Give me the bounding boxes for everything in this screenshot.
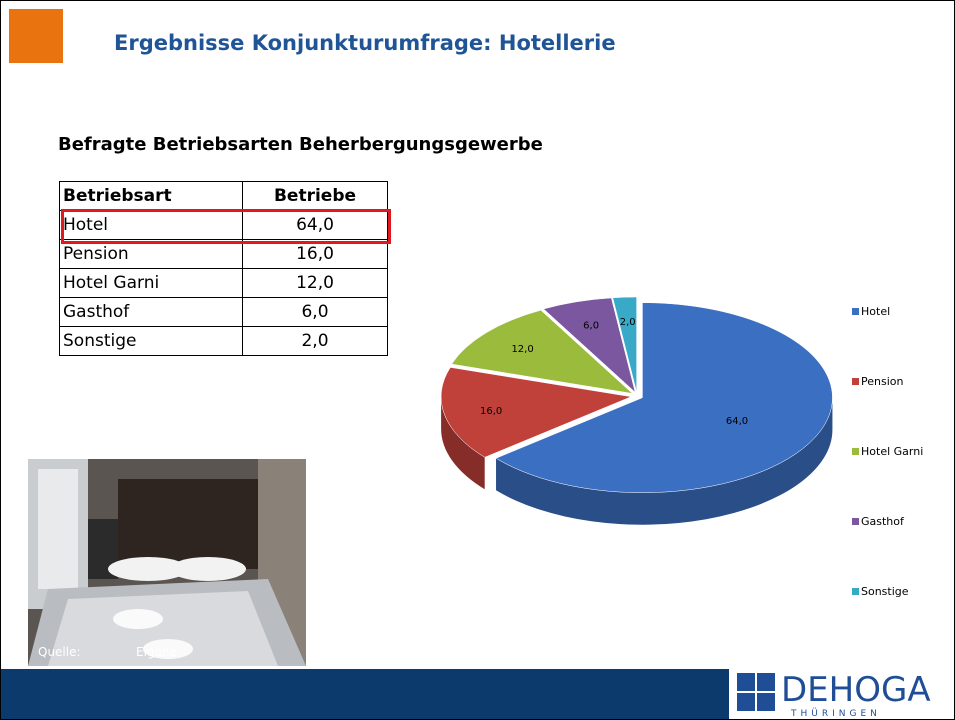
legend-label: Hotel xyxy=(861,305,890,318)
legend-swatch xyxy=(852,518,859,525)
legend-swatch xyxy=(852,588,859,595)
logo-region: THÜRINGEN xyxy=(790,708,881,719)
data-label: 12,0 xyxy=(511,344,533,355)
data-label: 2,0 xyxy=(620,317,636,328)
legend-swatch xyxy=(852,378,859,385)
legend-label: Hotel Garni xyxy=(861,445,923,458)
chart: 64,0 16,0 12,0 6,0 2,0 Hotel Pension Hotel Garn… xyxy=(1,1,954,669)
data-label: 16,0 xyxy=(480,406,502,417)
legend-label: Pension xyxy=(861,375,903,388)
data-label: 6,0 xyxy=(583,320,599,331)
legend-swatch xyxy=(852,308,859,315)
logo-name: DEHOGA xyxy=(781,670,931,710)
logo: DEHOGA THÜRINGEN xyxy=(729,669,954,719)
legend-label: Sonstige xyxy=(861,585,909,598)
legend-swatch xyxy=(852,448,859,455)
slide: Ergebnisse Konjunkturumfrage: Hotellerie… xyxy=(0,0,955,720)
legend-label: Gasthof xyxy=(861,515,905,528)
data-label: 64,0 xyxy=(726,416,748,427)
